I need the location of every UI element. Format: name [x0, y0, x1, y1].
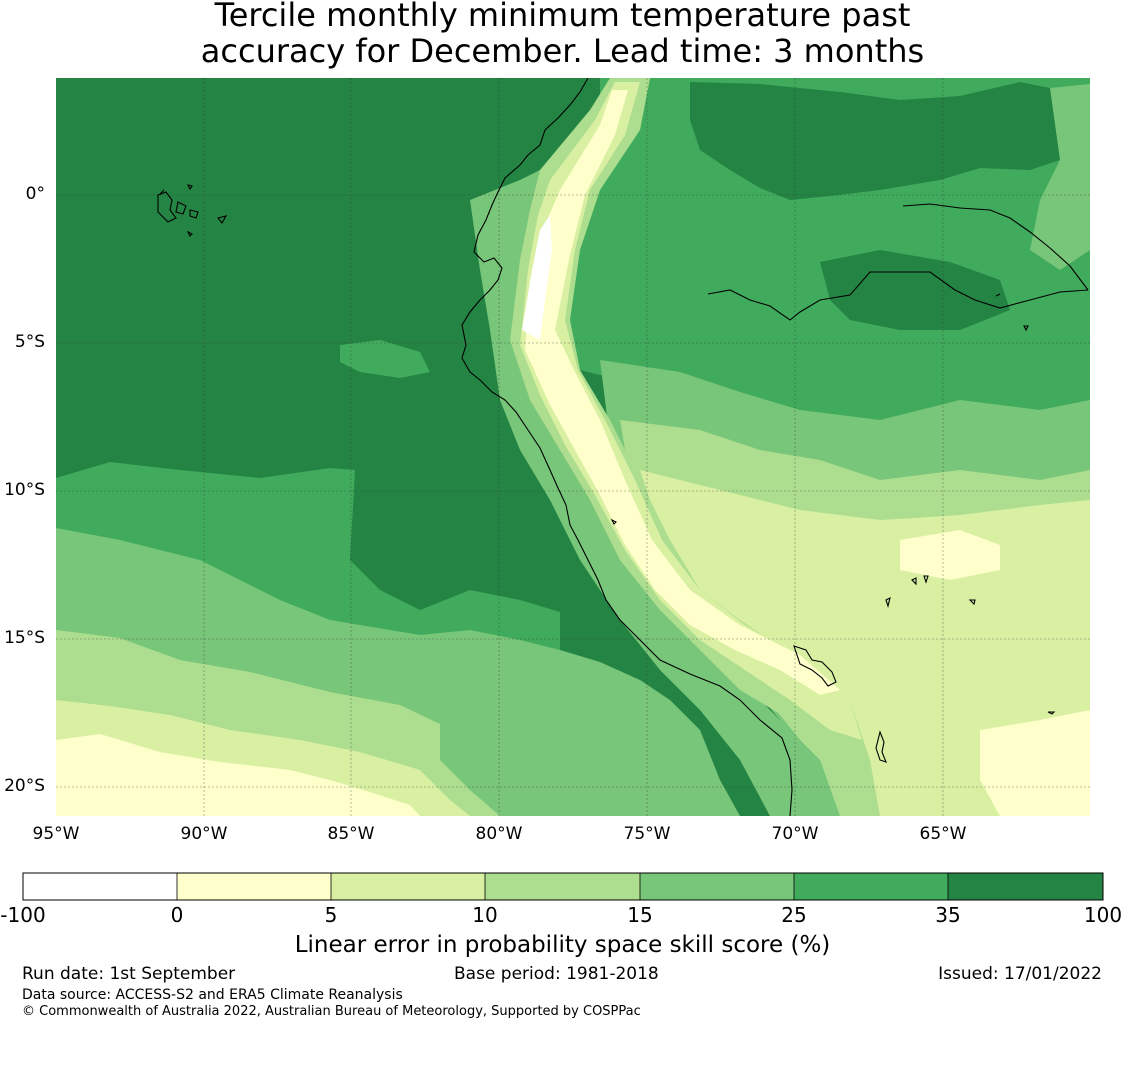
skill-region-35-100-amazon-north [690, 82, 1060, 200]
south-america-coastline [461, 78, 793, 816]
lon-label-70w: 70°W [771, 824, 819, 844]
colorbar-tick-10: 10 [472, 903, 498, 927]
map-title-line-1: Tercile monthly minimum temperature past [214, 0, 911, 34]
copyright: © Commonwealth of Australia 2022, Austra… [22, 1004, 641, 1019]
skill-region-15-25-andes-west [470, 160, 850, 816]
lat-label-10s: 10°S [4, 480, 45, 500]
lon-label-85w: 85°W [327, 824, 375, 844]
lake-poopo [875, 730, 887, 763]
colorbar-tick-100: 100 [1083, 903, 1123, 927]
colorbar-tick-0: 0 [170, 903, 184, 927]
colorbar-swatch-15-25 [640, 873, 794, 900]
data-source: Data source: ACCESS-S2 and ERA5 Climate … [22, 987, 403, 1003]
galapagos-islands [157, 184, 228, 237]
colorbar-swatch-0-5 [177, 873, 331, 900]
colorbar-tick-5: 5 [324, 903, 338, 927]
colorbar-swatch-lt0 [23, 873, 177, 900]
colorbar-swatch-25-35 [794, 873, 948, 900]
skill-region-15-25-north-strip [1030, 84, 1090, 270]
lon-label-90w: 90°W [180, 824, 228, 844]
colorbar-label: Linear error in probability space skill … [294, 932, 831, 958]
skill-region-35-100-amazon-central [820, 250, 1010, 330]
colorbar-tick-neg100: -100 [0, 903, 46, 927]
skill-region-negative-peak [522, 215, 552, 340]
lon-label-95w: 95°W [32, 824, 80, 844]
graticule [56, 78, 1090, 816]
issued-date: Issued: 17/01/2022 [938, 964, 1102, 984]
colorbar-tick-35: 35 [935, 903, 961, 927]
amazon-river [902, 203, 1089, 291]
colorbar-tick-25: 25 [781, 903, 807, 927]
lon-label-80w: 80°W [475, 824, 523, 844]
run-date: Run date: 1st September [22, 964, 236, 984]
skill-region-0-5-bolivia-patch [900, 530, 1000, 580]
skill-region-0-5-altiplano-patch [980, 710, 1090, 816]
colorbar-swatch-5-10 [331, 873, 485, 900]
lon-label-75w: 75°W [623, 824, 671, 844]
lat-label-20s: 20°S [4, 776, 45, 796]
skill-region-25-35-north-patch [340, 340, 430, 378]
colorbar-swatch-10-15 [485, 873, 640, 900]
lake-titicaca [793, 645, 837, 687]
colorbar [22, 872, 1104, 901]
lon-label-65w: 65°W [919, 824, 967, 844]
colorbar-dividers [176, 873, 949, 900]
coastlines [157, 78, 1089, 816]
lat-label-5s: 5°S [14, 332, 45, 352]
map-title-line-2: accuracy for December. Lead time: 3 mont… [200, 32, 925, 70]
skill-field [56, 78, 1090, 816]
base-period: Base period: 1981-2018 [454, 964, 659, 984]
lat-label-15s: 15°S [4, 628, 45, 648]
lat-label-0: 0° [25, 184, 45, 204]
small-lakes [610, 293, 1056, 715]
colorbar-outline [22, 872, 1104, 901]
colorbar-tick-15: 15 [627, 903, 653, 927]
skill-region-0-5-south-ocean [56, 734, 420, 816]
maranon-river [707, 271, 1089, 321]
colorbar-swatch-35-100 [948, 873, 1103, 900]
